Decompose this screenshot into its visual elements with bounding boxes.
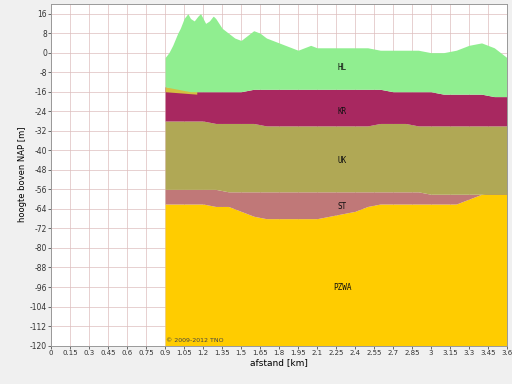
- Text: UK: UK: [338, 156, 347, 165]
- Text: HL: HL: [338, 63, 347, 72]
- Y-axis label: hoogte boven NAP [m]: hoogte boven NAP [m]: [18, 127, 27, 222]
- Text: PZWA: PZWA: [333, 283, 352, 291]
- Text: © 2009-2012 TNO: © 2009-2012 TNO: [166, 338, 224, 343]
- Text: ST: ST: [338, 202, 347, 211]
- Text: KR: KR: [338, 107, 347, 116]
- X-axis label: afstand [km]: afstand [km]: [250, 359, 308, 367]
